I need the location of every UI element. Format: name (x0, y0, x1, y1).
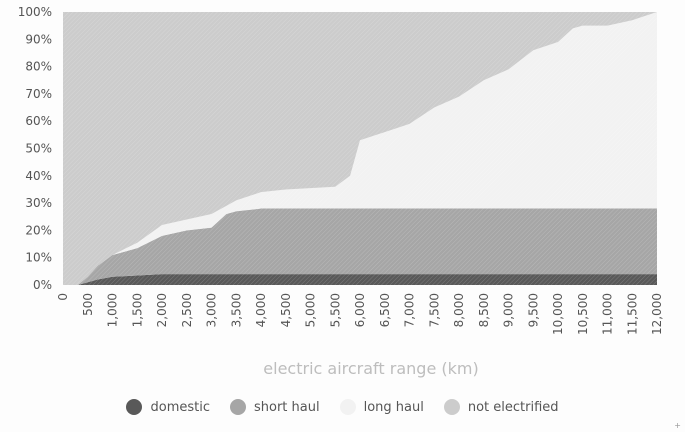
x-tick-label: 11,500 (625, 293, 639, 335)
x-tick-label: 2,000 (155, 293, 169, 327)
y-tick-label: 10% (25, 251, 52, 265)
x-tick-label: 6,000 (353, 293, 367, 327)
x-tick-label: 500 (81, 293, 95, 316)
y-tick-label: 60% (25, 114, 52, 128)
x-axis: 0 500 1,000 1,500 2,000 2,500 3,000 3,500 4,000 4… (56, 293, 664, 335)
x-tick-label: 7,500 (427, 293, 441, 327)
legend-swatch-not-electrified (443, 399, 460, 415)
area-texture-not-electrified (63, 12, 657, 285)
legend-label-short-haul: short haul (253, 399, 320, 415)
x-tick-label: 2,500 (180, 293, 194, 327)
x-tick-label: 7,000 (403, 293, 417, 327)
x-tick-label: 1,000 (106, 293, 120, 327)
x-tick-label: 5,000 (304, 293, 318, 327)
legend-item-long-haul[interactable]: long haul (339, 399, 424, 415)
x-tick-label: 9,500 (526, 293, 540, 327)
x-tick-label: 5,500 (328, 293, 342, 327)
x-tick-label: 12,000 (650, 293, 664, 335)
x-tick-label: 0 (56, 293, 70, 301)
x-tick-label: 10,500 (576, 293, 590, 335)
x-tick-label: 10,000 (551, 293, 565, 335)
y-tick-label: 0% (33, 278, 52, 292)
x-tick-label: 3,000 (205, 293, 219, 327)
x-tick-label: 3,500 (229, 293, 243, 327)
x-tick-label: 9,000 (502, 293, 516, 327)
y-tick-label: 100% (18, 5, 52, 19)
y-axis: 0% 10% 20% 30% 40% 50% 60% 70% 80% 90% 100% (18, 5, 52, 292)
corner-mark: + (674, 421, 681, 430)
legend-swatch-short-haul (229, 399, 246, 415)
x-tick-label: 8,500 (477, 293, 491, 327)
area-texture-long-haul (63, 12, 657, 285)
y-tick-label: 90% (25, 32, 52, 46)
legend-label-long-haul: long haul (363, 399, 424, 415)
y-tick-label: 20% (25, 223, 52, 237)
x-tick-label: 6,500 (378, 293, 392, 327)
texture-overlay (63, 12, 657, 285)
legend-label-domestic: domestic (150, 399, 210, 415)
y-tick-label: 30% (25, 196, 52, 210)
x-axis-label: electric aircraft range (km) (263, 359, 478, 378)
x-tick-label: 11,000 (601, 293, 615, 335)
area-texture-domestic (63, 274, 657, 285)
legend-item-not-electrified[interactable]: not electrified (443, 399, 559, 415)
stacked-area-chart: 0% 10% 20% 30% 40% 50% 60% 70% 80% 90% 100% 0 500 1,… (18, 5, 664, 378)
y-tick-label: 40% (25, 169, 52, 183)
x-tick-label: 8,000 (452, 293, 466, 327)
x-tick-label: 4,000 (254, 293, 268, 327)
x-tick-label: 4,500 (279, 293, 293, 327)
y-tick-label: 80% (25, 60, 52, 74)
legend-swatch-domestic (126, 399, 143, 415)
y-tick-label: 50% (25, 142, 52, 156)
legend-item-domestic[interactable]: domestic (126, 399, 210, 415)
legend-label-not-electrified: not electrified (467, 399, 559, 415)
legend-swatch-long-haul (339, 399, 356, 415)
y-tick-label: 70% (25, 87, 52, 101)
legend: domestic short haul long haul not electr… (0, 396, 685, 418)
legend-item-short-haul[interactable]: short haul (229, 399, 320, 415)
x-tick-label: 1,500 (130, 293, 144, 327)
